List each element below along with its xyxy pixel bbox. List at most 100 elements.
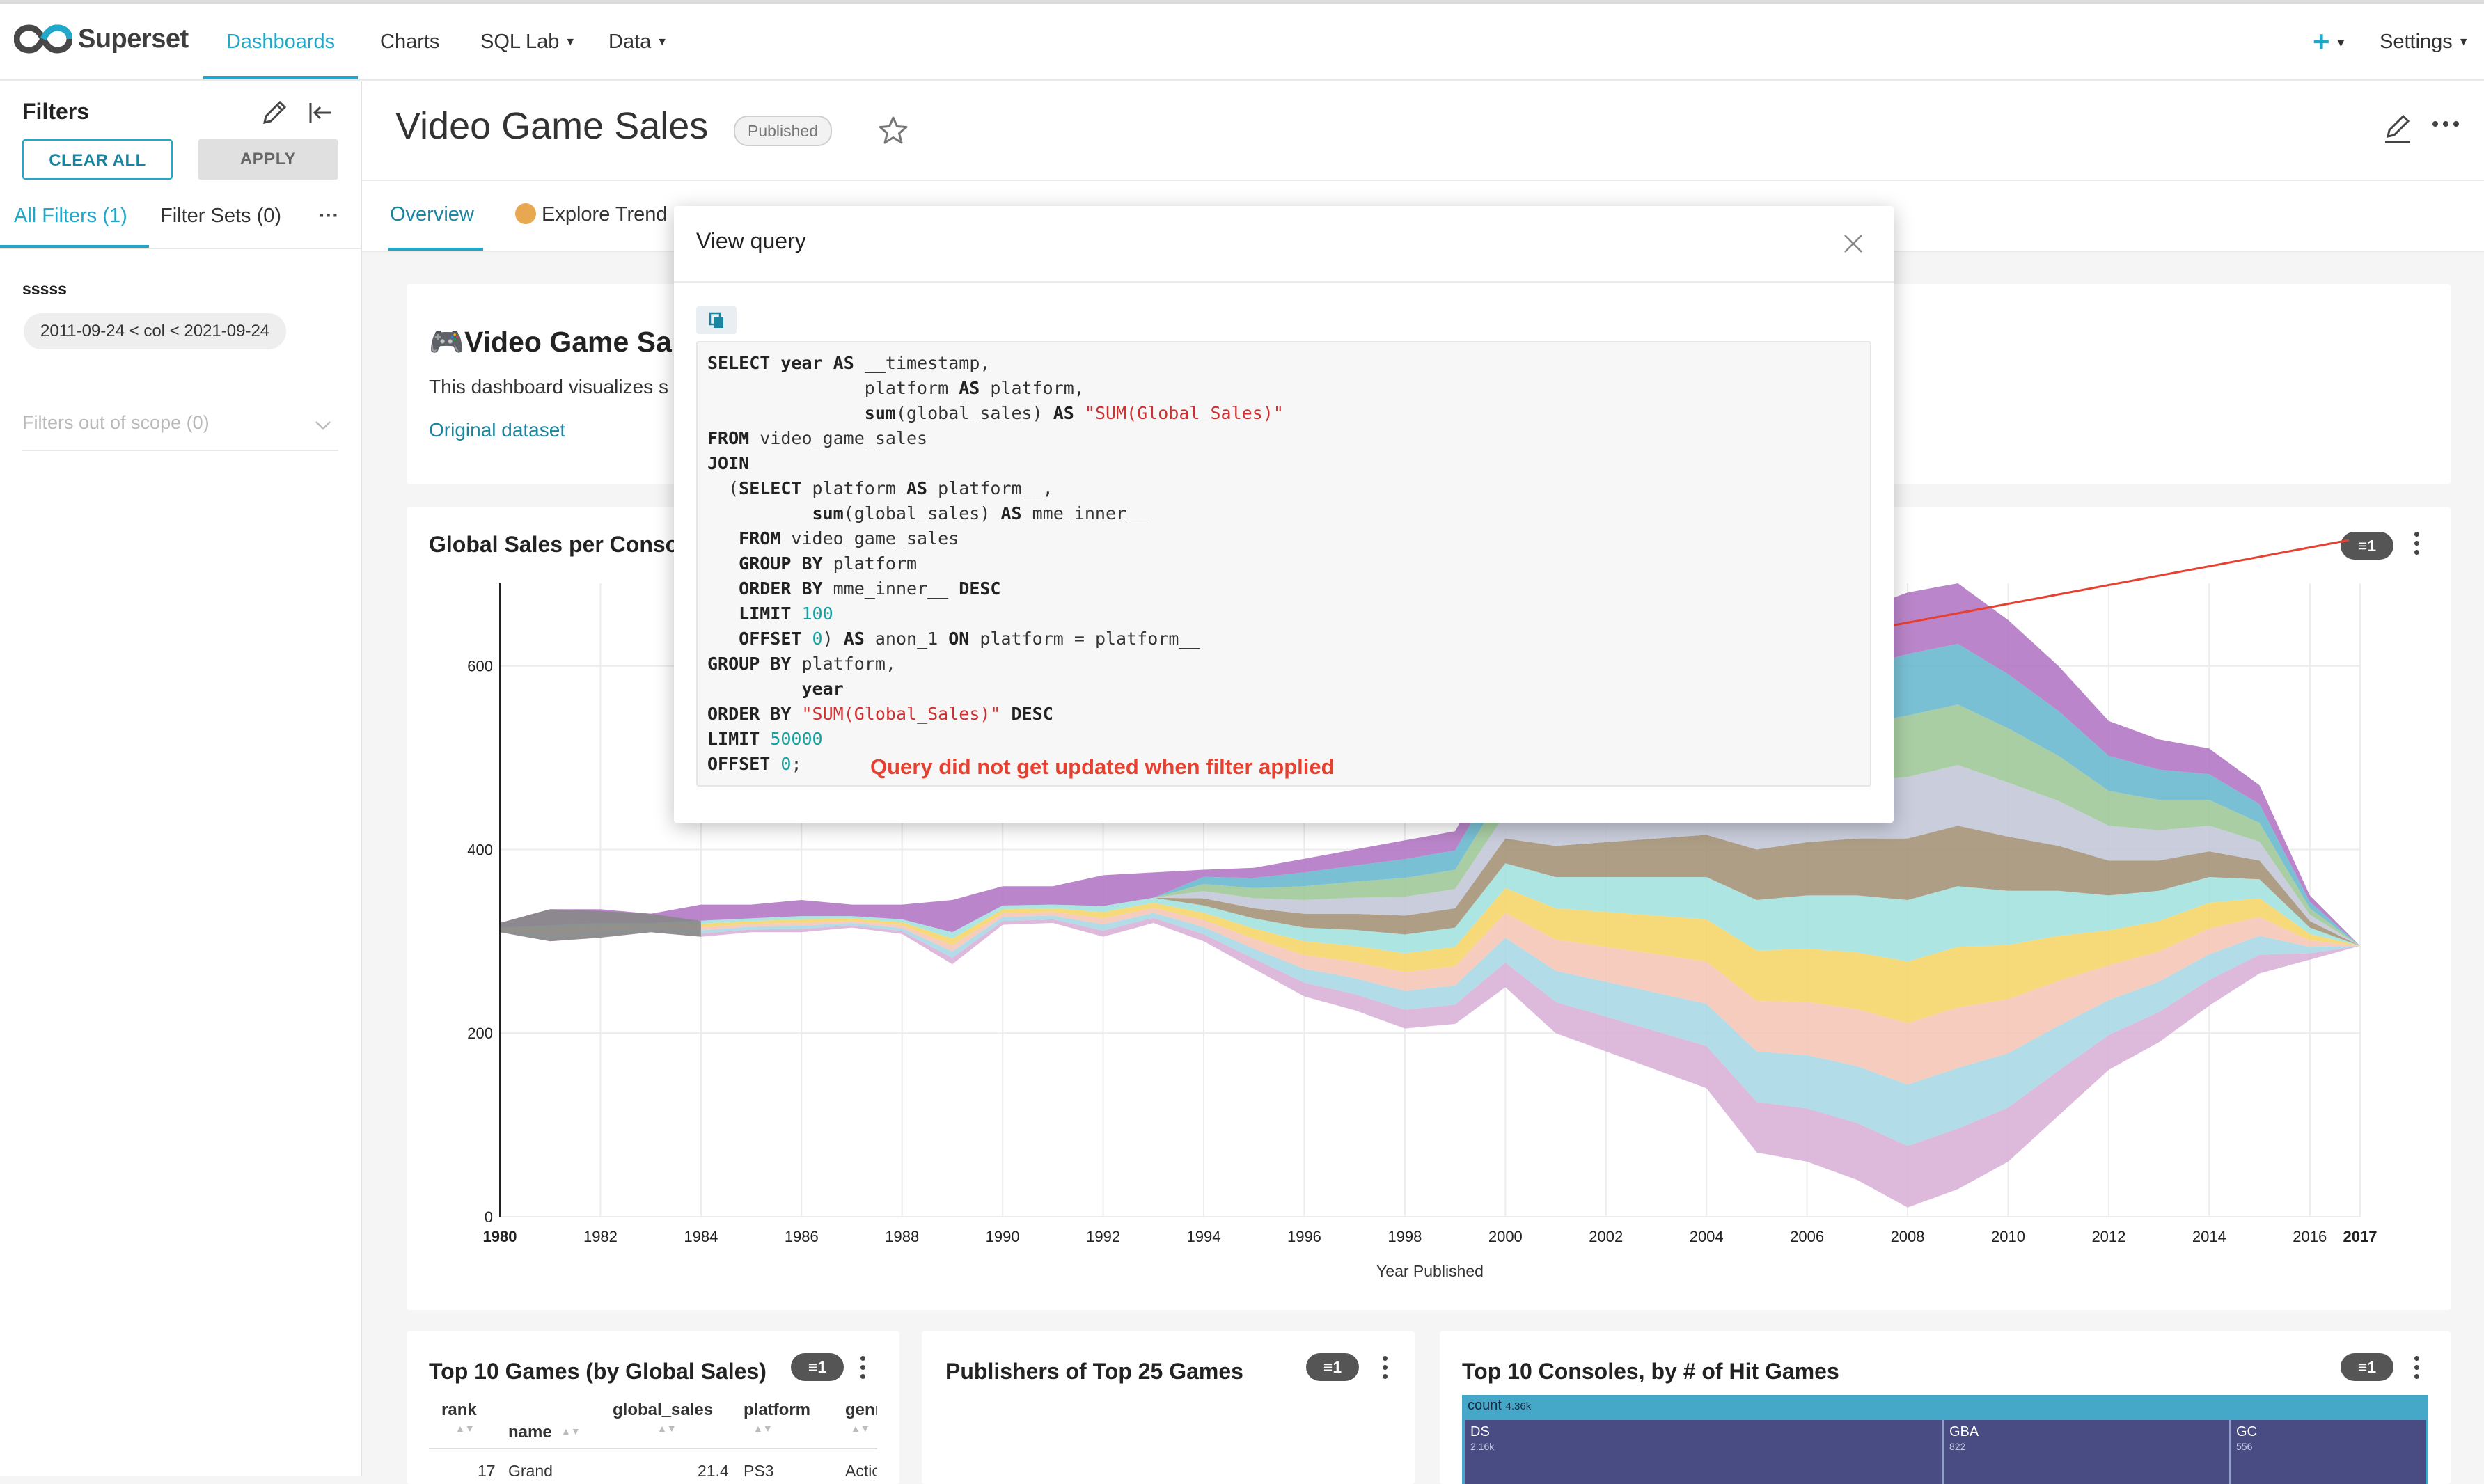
tab-overview[interactable]: Overview: [390, 203, 474, 226]
filter-count-badge[interactable]: ≡1: [2341, 1353, 2393, 1381]
treemap-cell-gc[interactable]: GC 556: [2231, 1420, 2426, 1484]
collapse-icon[interactable]: [305, 97, 336, 128]
filter-icon: ≡: [808, 1358, 818, 1376]
original-dataset-link[interactable]: Original dataset: [429, 419, 566, 441]
treemap-cell-value: 822: [1949, 1441, 1966, 1452]
sql-code-block[interactable]: SELECT year AS __timestamp, platform AS …: [696, 341, 1871, 787]
treemap-cell-ds[interactable]: DS 2.16k: [1465, 1420, 1944, 1484]
column-header-global-sales[interactable]: global_sales: [613, 1400, 714, 1419]
view-query-modal: View query SELECT year AS __timestamp, p…: [674, 206, 1894, 823]
filter-count: 1: [2367, 537, 2377, 555]
caret-down-icon: ▼: [2335, 37, 2347, 49]
annotation-text: Query did not get updated when filter ap…: [870, 755, 1335, 779]
chart-menu-icon[interactable]: [2414, 1356, 2421, 1383]
star-icon[interactable]: [877, 114, 909, 146]
publishers-title: Publishers of Top 25 Games: [945, 1359, 1243, 1384]
treemap-cell-label: GC: [2236, 1424, 2257, 1439]
area-series-s8[interactable]: [500, 704, 2360, 946]
x-tick-label: 1984: [684, 1228, 718, 1245]
treemap[interactable]: count 4.36k DS 2.16k GBA 822 GC 556: [1462, 1395, 2428, 1484]
treemap-cell-gba[interactable]: GBA 822: [1944, 1420, 2231, 1484]
column-header-genre[interactable]: genr: [845, 1400, 877, 1419]
x-tick-label: 2006: [1790, 1228, 1824, 1245]
filter-value-chip[interactable]: 2011-09-24 < col < 2021-09-24: [24, 313, 287, 349]
sort-icon[interactable]: ▲▼: [753, 1423, 773, 1434]
close-icon[interactable]: [1841, 231, 1866, 256]
dashboard-title[interactable]: Video Game Sales: [395, 105, 709, 147]
filters-out-of-scope[interactable]: Filters out of scope (0): [22, 412, 210, 433]
dashboard-header: Video Game Sales Published: [362, 81, 2484, 181]
caret-down-icon: ▼: [2458, 36, 2469, 49]
clear-all-button[interactable]: CLEAR ALL: [22, 139, 173, 180]
more-options-icon[interactable]: [2432, 121, 2459, 127]
area-series-s4[interactable]: [500, 887, 2360, 1023]
nav-sql-lab[interactable]: SQL Lab ▼: [480, 4, 576, 79]
table-cell-platform: PS3: [744, 1462, 774, 1480]
filter-count-badge[interactable]: ≡1: [1306, 1353, 1359, 1381]
markdown-text: This dashboard visualizes s: [429, 376, 668, 397]
y-tick-label: 400: [467, 841, 493, 858]
apply-button[interactable]: APPLY: [198, 139, 338, 180]
area-series-early[interactable]: [500, 909, 701, 942]
chart-title: Global Sales per Conso: [429, 532, 679, 557]
y-tick-label: 600: [467, 658, 493, 675]
area-series-s3[interactable]: [500, 908, 2360, 1085]
chevron-down-icon[interactable]: [313, 419, 333, 432]
x-tick-label: 2000: [1488, 1228, 1523, 1245]
table-header-divider: [429, 1448, 877, 1449]
copy-button[interactable]: [696, 306, 737, 334]
y-tick-label: 200: [467, 1025, 493, 1042]
settings-menu[interactable]: Settings ▼: [2380, 4, 2469, 79]
chart-menu-icon[interactable]: [1383, 1356, 1390, 1383]
filter-sidebar: Filters CLEAR ALL APPLY All Filters (1) …: [0, 81, 362, 1476]
column-header-platform[interactable]: platform: [744, 1400, 810, 1419]
chart-areas[interactable]: [500, 583, 2360, 1208]
sort-icon[interactable]: ▲▼: [851, 1423, 870, 1434]
filter-count-badge[interactable]: ≡1: [791, 1353, 844, 1381]
pencil-icon[interactable]: [259, 97, 290, 128]
tab-explore-trend[interactable]: Explore Trend: [515, 203, 668, 226]
sql-query-text: SELECT year AS __timestamp, platform AS …: [707, 353, 1284, 774]
x-tick-label: 2017: [2343, 1228, 2377, 1245]
chart-menu-icon[interactable]: [2414, 532, 2421, 559]
filter-count-badge[interactable]: ≡1: [2341, 532, 2393, 560]
chart-menu-icon[interactable]: [860, 1356, 867, 1383]
area-series-s6[interactable]: [500, 826, 2360, 946]
x-tick-label: 1986: [785, 1228, 819, 1245]
area-series-s10[interactable]: [500, 583, 2360, 946]
table-cell-genre: Actio: [845, 1462, 877, 1480]
filter-count: 1: [1333, 1358, 1342, 1376]
active-tab-indicator: [388, 248, 483, 251]
tab-filter-sets[interactable]: Filter Sets (0): [160, 205, 282, 227]
tab-explore-trend-label: Explore Trend: [542, 203, 668, 226]
more-icon[interactable]: ···: [319, 205, 339, 227]
nav-dashboards[interactable]: Dashboards: [203, 4, 358, 79]
filter-count: 1: [2367, 1358, 2377, 1376]
caret-down-icon: ▼: [657, 36, 668, 49]
treemap-cell-value: 556: [2236, 1441, 2253, 1452]
treemap-cell-label: DS: [1470, 1424, 1490, 1439]
nav-data-label: Data: [608, 31, 652, 53]
area-series-s7[interactable]: [500, 765, 2360, 946]
column-header-rank[interactable]: rank: [441, 1400, 477, 1419]
markdown-title: 🎮Video Game Sa: [429, 326, 672, 358]
navbar: Superset Dashboards Charts SQL Lab ▼ Data…: [0, 4, 2484, 81]
edit-dashboard-icon[interactable]: [2381, 111, 2414, 146]
new-button[interactable]: + ▼: [2313, 4, 2346, 79]
sort-icon[interactable]: ▲▼: [657, 1423, 677, 1434]
published-badge[interactable]: Published: [734, 116, 833, 146]
x-tick-label: 1982: [583, 1228, 618, 1245]
x-tick-label: 1980: [483, 1228, 517, 1245]
x-tick-label: 1988: [885, 1228, 919, 1245]
x-tick-label: 2012: [2091, 1228, 2125, 1245]
tab-all-filters[interactable]: All Filters (1): [14, 205, 127, 227]
column-header-name[interactable]: name: [508, 1423, 552, 1442]
nav-charts[interactable]: Charts: [380, 4, 439, 79]
sort-icon[interactable]: ▲▼: [455, 1423, 475, 1434]
sort-icon[interactable]: ▲▼: [561, 1426, 581, 1437]
superset-logo-icon: [14, 24, 72, 54]
nav-data[interactable]: Data ▼: [608, 4, 668, 79]
superset-logo[interactable]: Superset: [14, 24, 189, 54]
area-series-s5[interactable]: [500, 863, 2360, 962]
area-series-s2[interactable]: [500, 913, 2360, 1146]
